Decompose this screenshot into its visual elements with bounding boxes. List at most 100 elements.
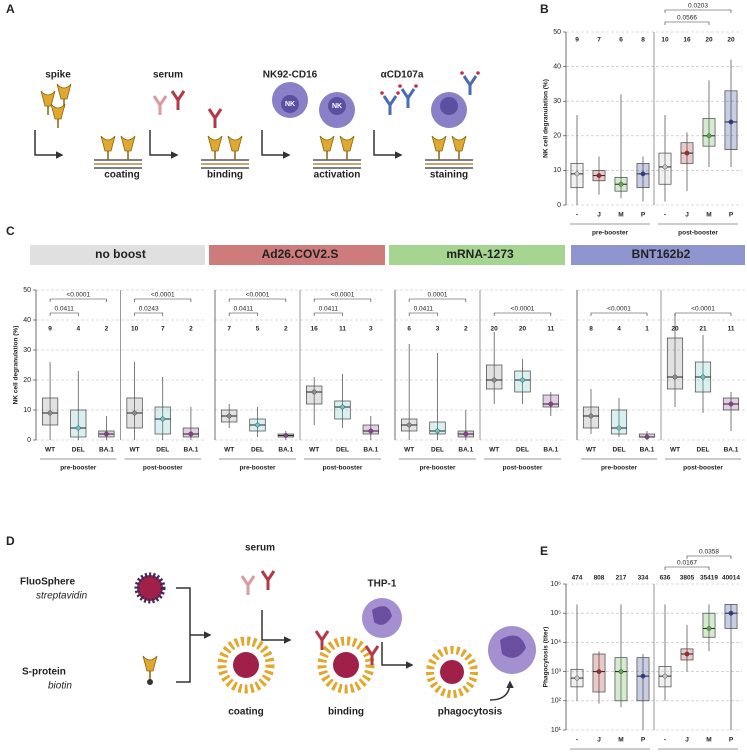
n-label: 20 (705, 37, 713, 44)
p-value: 0.0411 (319, 306, 339, 313)
result-label: phagocytosis (438, 707, 503, 718)
box-median-dot (75, 425, 81, 431)
n-label: 1 (645, 326, 649, 333)
significance-bracket (664, 566, 710, 570)
spike-icon (451, 135, 467, 161)
result-label: binding (328, 707, 364, 718)
x-tick-label: M (706, 212, 711, 219)
x-tick-label: DEL (336, 447, 349, 454)
p-value: 0.0411 (54, 306, 74, 313)
significance-bracket (313, 298, 372, 302)
x-tick-label: J (685, 737, 689, 744)
x-tick-label: WT (309, 447, 319, 454)
y-tick-label: 10³ (551, 668, 562, 675)
antibody-icon (458, 69, 482, 97)
box (610, 409, 628, 435)
step-label: αCD107a (381, 70, 424, 81)
box-median-dot (596, 669, 602, 674)
n-label: 16 (311, 326, 319, 333)
group-label: pre-booster (601, 465, 638, 472)
n-label: 8 (589, 326, 593, 333)
membrane (424, 159, 474, 169)
arrow (373, 130, 403, 159)
membrane (312, 159, 362, 169)
y-tick-label: 40 (23, 317, 31, 324)
p-value: 0.0566 (677, 15, 697, 22)
x-tick-label: P (641, 212, 646, 219)
box-median-dot (684, 150, 690, 156)
box-median-dot (644, 434, 650, 440)
x-tick-label: DEL (156, 447, 169, 454)
arrow (176, 587, 210, 683)
spike-icon (50, 103, 66, 129)
p-value: 0.0358 (699, 549, 719, 556)
n-label: 20 (519, 326, 527, 333)
n-label: 2 (464, 326, 468, 333)
box-median-dot (340, 404, 345, 410)
box-median-dot (491, 377, 497, 383)
arrow (34, 130, 64, 159)
x-tick-label: J (685, 212, 689, 219)
box-median-dot (618, 181, 624, 187)
nk-nucleus (281, 95, 299, 113)
spike-icon (227, 135, 243, 161)
step-label: serum (153, 70, 183, 81)
spike-icon (207, 135, 223, 161)
arrow (261, 130, 291, 159)
box (486, 364, 503, 390)
x-tick-label: WT (404, 447, 414, 454)
p-value: 0.0001 (428, 292, 448, 299)
n-label: 6 (619, 37, 623, 44)
y-tick-label: 40 (553, 63, 561, 70)
n-label: 10 (131, 326, 139, 333)
coated-bead-spikes (426, 646, 478, 698)
n-label: 3 (436, 326, 440, 333)
step-label: NK92-CD16 (263, 70, 318, 81)
box (334, 400, 351, 420)
n-label: 20 (491, 326, 499, 333)
box-median-dot (640, 673, 646, 679)
n-label: 4 (76, 326, 80, 333)
significance-bracket (408, 312, 438, 316)
reagent-label: THP-1 (368, 579, 397, 590)
n-label: 3 (369, 326, 373, 333)
box (306, 385, 323, 405)
y-tick-label: 10 (23, 407, 31, 414)
box-median-dot (574, 675, 580, 681)
y-tick-label: 10² (551, 698, 562, 705)
p-value: 0.0243 (139, 306, 159, 313)
x-tick-label: BA.1 (184, 447, 199, 454)
box-median-dot (728, 401, 734, 407)
x-tick-label: BA.1 (724, 447, 739, 454)
nk-text: NK (285, 101, 295, 108)
x-tick-label: DEL (251, 447, 264, 454)
chart-title: BNT162b2 (632, 247, 691, 261)
x-tick-label: BA.1 (458, 447, 473, 454)
y-tick-label: 10⁵ (550, 610, 561, 617)
y-axis-label: Phagocytosis (titer) (543, 627, 550, 688)
x-tick-label: BA.1 (363, 447, 378, 454)
antibody-icon (152, 94, 168, 117)
x-tick-label: BA.1 (543, 447, 558, 454)
n-label: 2 (105, 326, 109, 333)
protein-tag-label: biotin (48, 681, 72, 692)
x-tick-label: BA.1 (99, 447, 114, 454)
x-tick-label: BA.1 (278, 447, 293, 454)
coated-bead (333, 652, 359, 678)
significance-bracket (674, 312, 732, 316)
spike-icon (431, 135, 447, 161)
n-label: 9 (48, 326, 52, 333)
n-label: 217 (616, 575, 627, 582)
x-tick-label: BA.1 (640, 447, 655, 454)
title-bar (389, 245, 565, 265)
x-tick-label: DEL (431, 447, 444, 454)
spike-icon (100, 135, 116, 161)
box-median-dot (47, 410, 53, 416)
group-label: post-booster (323, 465, 363, 472)
spike-icon (339, 135, 355, 161)
significance-bracket (664, 21, 710, 25)
box-median-dot (684, 651, 690, 657)
group-label: pre-booster (419, 465, 456, 472)
y-axis-label: NK cell degranulation (%) (543, 79, 550, 158)
p-value: <0.0001 (66, 292, 90, 299)
